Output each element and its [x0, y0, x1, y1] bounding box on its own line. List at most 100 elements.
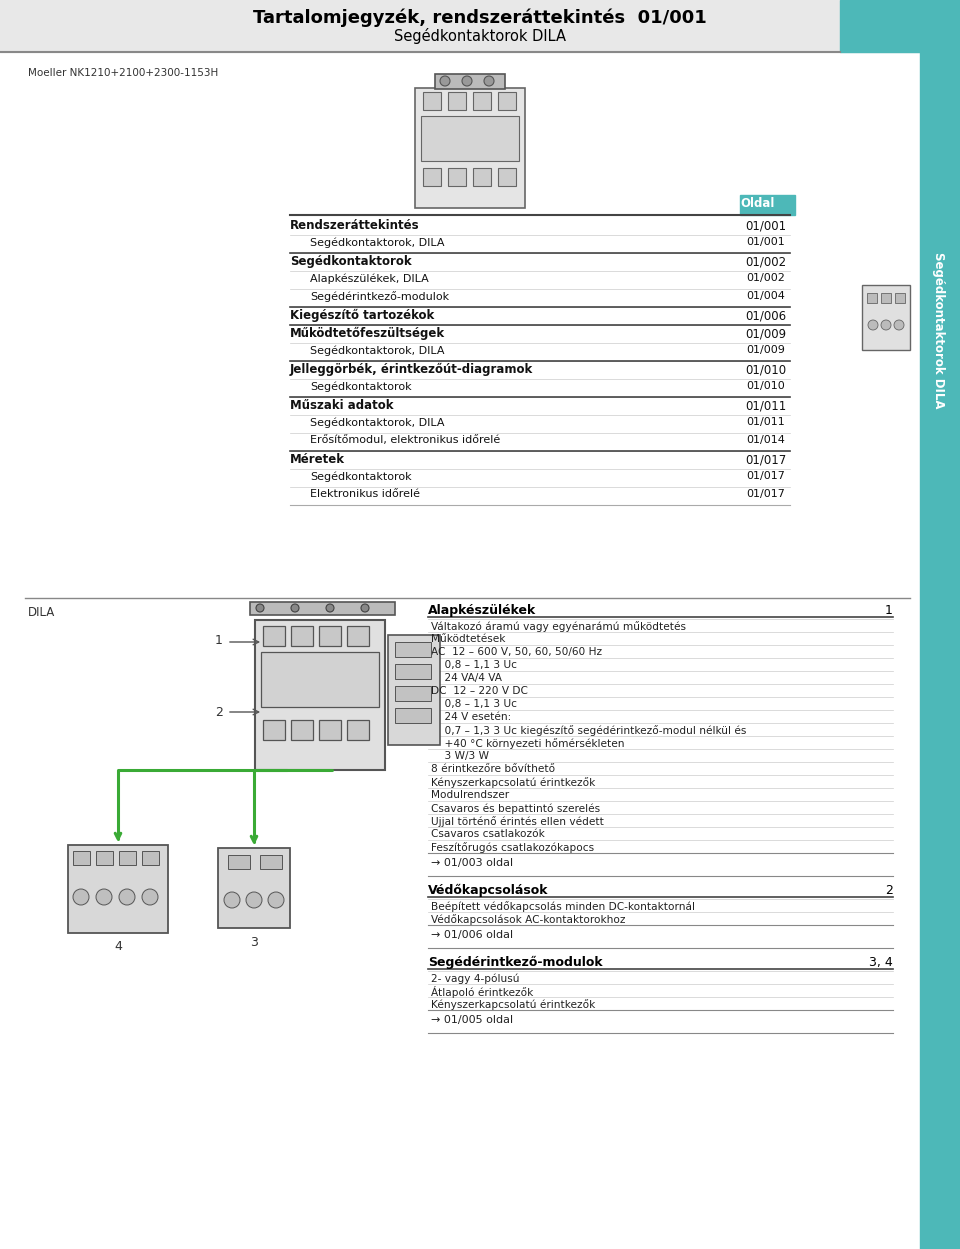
Circle shape — [268, 892, 284, 908]
Text: +40 °C környezeti hőmérsékleten: +40 °C környezeti hőmérsékleten — [431, 738, 625, 749]
Bar — [228, 856, 250, 869]
Text: 01/002: 01/002 — [746, 274, 785, 284]
Bar — [68, 846, 168, 933]
Bar — [448, 92, 466, 110]
Text: 2- vagy 4-pólusú: 2- vagy 4-pólusú — [431, 973, 519, 983]
Text: → 01/005 oldal: → 01/005 oldal — [431, 1015, 514, 1025]
Text: Segédkontaktorok: Segédkontaktorok — [290, 255, 412, 269]
Text: 01/001: 01/001 — [745, 219, 786, 232]
Text: 0,8 – 1,1 3 Uc: 0,8 – 1,1 3 Uc — [431, 659, 517, 669]
Text: 01/014: 01/014 — [746, 435, 785, 445]
Circle shape — [361, 605, 369, 612]
Bar — [881, 294, 891, 304]
Bar — [347, 626, 369, 646]
Circle shape — [119, 889, 135, 906]
Bar — [260, 856, 282, 869]
Text: 01/001: 01/001 — [746, 237, 785, 247]
Circle shape — [484, 76, 494, 86]
Bar — [473, 169, 491, 186]
Bar — [388, 634, 440, 744]
Text: Oldal: Oldal — [740, 197, 775, 210]
Text: → 01/006 oldal: → 01/006 oldal — [431, 931, 514, 940]
Text: Működtetések: Működtetések — [431, 634, 505, 644]
Text: Kényszerkapcsolatú érintkezők: Kényszerkapcsolatú érintkezők — [431, 777, 595, 788]
Bar — [920, 52, 960, 1249]
Text: 01/017: 01/017 — [745, 453, 786, 466]
Bar — [423, 169, 441, 186]
Bar — [473, 92, 491, 110]
Circle shape — [440, 76, 450, 86]
Bar — [263, 719, 285, 739]
Text: Alapkészülékek, DILA: Alapkészülékek, DILA — [310, 274, 429, 284]
Circle shape — [868, 320, 878, 330]
Text: Modulrendszer: Modulrendszer — [431, 791, 509, 801]
Text: Védőkapcsolások: Védőkapcsolások — [428, 884, 548, 897]
Text: Váltakozó áramú vagy egyénarámú működtetés: Váltakozó áramú vagy egyénarámú működtet… — [431, 621, 686, 632]
Bar — [498, 92, 516, 110]
Text: Kiegészítő tartozékok: Kiegészítő tartozékok — [290, 309, 434, 322]
Bar — [218, 848, 290, 928]
Bar — [119, 851, 136, 866]
Text: 01/002: 01/002 — [745, 255, 786, 269]
Circle shape — [142, 889, 158, 906]
Bar — [347, 719, 369, 739]
Circle shape — [246, 892, 262, 908]
Text: 01/010: 01/010 — [745, 363, 786, 376]
Text: Feszítőrugós csatlakozókapocs: Feszítőrugós csatlakozókapocs — [431, 842, 594, 853]
Bar — [448, 169, 466, 186]
Text: → 01/003 oldal: → 01/003 oldal — [431, 858, 514, 868]
Text: Működtetőfeszültségek: Működtetőfeszültségek — [290, 327, 445, 340]
Text: AC  12 – 600 V, 50, 60, 50/60 Hz: AC 12 – 600 V, 50, 60, 50/60 Hz — [431, 647, 602, 657]
Text: 1: 1 — [885, 605, 893, 617]
Text: Segédkontaktorok, DILA: Segédkontaktorok, DILA — [310, 345, 444, 356]
Bar — [0, 0, 960, 52]
Text: 01/010: 01/010 — [746, 381, 785, 391]
Circle shape — [291, 605, 299, 612]
Bar — [319, 626, 341, 646]
Text: Segédkontaktorok, DILA: Segédkontaktorok, DILA — [310, 237, 444, 247]
Bar — [261, 652, 379, 707]
Text: Elektronikus időrelé: Elektronikus időrelé — [310, 490, 420, 500]
Text: Jelleggörbék, érintkezőút-diagramok: Jelleggörbék, érintkezőút-diagramok — [290, 363, 533, 376]
Bar — [319, 719, 341, 739]
Bar — [740, 195, 795, 215]
Text: Ujjal történő érintés ellen védett: Ujjal történő érintés ellen védett — [431, 816, 604, 827]
Text: Csavaros csatlakozók: Csavaros csatlakozók — [431, 829, 544, 839]
Bar — [291, 626, 313, 646]
Text: 01/017: 01/017 — [746, 471, 785, 481]
Text: 3, 4: 3, 4 — [869, 955, 893, 969]
Text: 8 érintkezőre bővíthető: 8 érintkezőre bővíthető — [431, 764, 555, 774]
Bar — [73, 851, 90, 866]
Circle shape — [96, 889, 112, 906]
Text: Átlapoló érintkezők: Átlapoló érintkezők — [431, 985, 533, 998]
Bar — [867, 294, 877, 304]
Text: 01/006: 01/006 — [745, 309, 786, 322]
Text: Segédkontaktorok: Segédkontaktorok — [310, 381, 412, 391]
Bar — [250, 602, 395, 615]
Bar — [435, 74, 505, 89]
Bar — [423, 92, 441, 110]
Circle shape — [894, 320, 904, 330]
Text: 1: 1 — [215, 634, 223, 647]
Text: Kényszerkapcsolatú érintkezők: Kényszerkapcsolatú érintkezők — [431, 999, 595, 1010]
Bar — [263, 626, 285, 646]
Bar — [498, 169, 516, 186]
Text: Segédkontaktorok: Segédkontaktorok — [310, 471, 412, 482]
Bar — [840, 0, 960, 52]
Text: 24 V esetén:: 24 V esetén: — [431, 712, 512, 722]
Text: 4: 4 — [114, 940, 122, 953]
Text: Csavaros és bepattintó szerelés: Csavaros és bepattintó szerelés — [431, 803, 600, 813]
Text: DC  12 – 220 V DC: DC 12 – 220 V DC — [431, 686, 528, 696]
Text: 01/004: 01/004 — [746, 291, 785, 301]
Text: Segédérintkező-modulok: Segédérintkező-modulok — [428, 955, 603, 969]
Bar — [395, 664, 431, 679]
Text: Beépített védőkapcsolás minden DC-kontaktornál: Beépített védőkapcsolás minden DC-kontak… — [431, 901, 695, 912]
Text: Méretek: Méretek — [290, 453, 345, 466]
Bar — [96, 851, 113, 866]
Text: 24 VA/4 VA: 24 VA/4 VA — [431, 673, 502, 683]
Text: 2: 2 — [885, 884, 893, 897]
Text: Védőkapcsolások AC-kontaktorokhoz: Védőkapcsolások AC-kontaktorokhoz — [431, 914, 626, 926]
Text: Rendszeráttekintés: Rendszeráttekintés — [290, 219, 420, 232]
Text: 0,7 – 1,3 3 Uc kiegészítő segédérintkező-modul nélkül és: 0,7 – 1,3 3 Uc kiegészítő segédérintkező… — [431, 724, 746, 736]
Text: 0,8 – 1,1 3 Uc: 0,8 – 1,1 3 Uc — [431, 699, 517, 709]
